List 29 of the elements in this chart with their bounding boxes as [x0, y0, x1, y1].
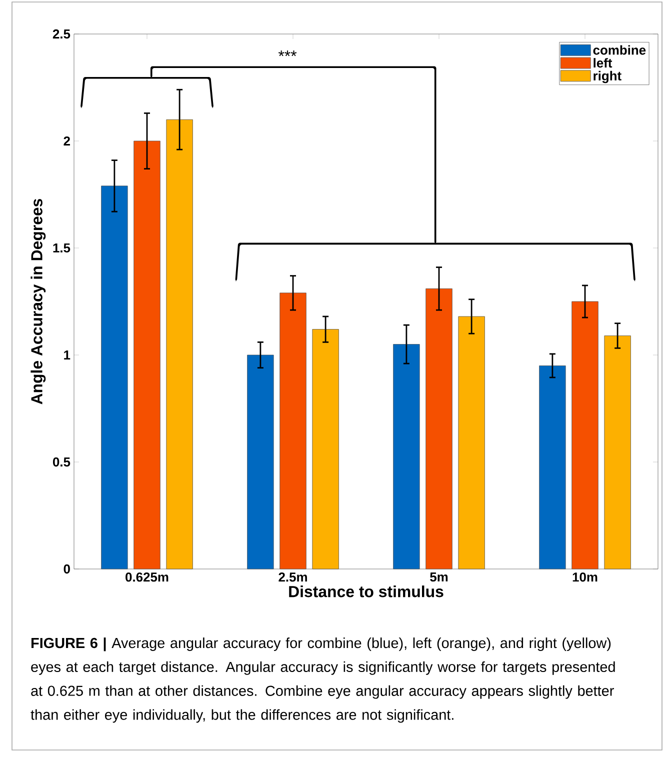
bar	[458, 316, 485, 570]
bar	[312, 329, 339, 570]
y-tick-label: 2	[64, 136, 70, 146]
y-axis-title: Angle Accuracy in Degrees	[30, 198, 46, 404]
x-axis-title: Distance to stimulus	[289, 586, 444, 598]
bar	[134, 140, 160, 570]
x-tick-label: 2.5m	[278, 572, 307, 582]
bar	[426, 288, 452, 570]
y-tick-label: 1	[64, 350, 70, 360]
legend-label: combine	[593, 45, 646, 55]
y-tick-label: 0	[64, 564, 70, 574]
bar	[101, 186, 128, 570]
bar	[247, 354, 274, 570]
y-tick-label: 1.5	[53, 243, 70, 253]
bar	[539, 365, 566, 570]
bar	[572, 301, 598, 570]
legend-label: left	[594, 58, 612, 68]
x-tick-label: 0.625m	[126, 572, 168, 582]
bar	[604, 336, 631, 570]
bar	[280, 292, 306, 570]
text: FIGURE 6 | Average angular accuracy for combine (blue), left (orange), and right (yellow) eyes at each target distance. Angular accuracy is significantly worse for targets presented at 0.625 m than at other distances. Combine eye angular accuracy appears slightly better than either eye individually, but the differences are not significant.	[30, 638, 615, 723]
x-tick-label: 10m	[572, 572, 598, 582]
annotation: ***	[278, 50, 297, 56]
bar	[393, 344, 420, 570]
legend-label: right	[594, 70, 622, 84]
x-tick-label: 5m	[430, 572, 448, 582]
y-tick-label: 2.5	[52, 29, 70, 39]
y-tick-label: 0.5	[52, 457, 70, 467]
bar	[166, 119, 193, 570]
